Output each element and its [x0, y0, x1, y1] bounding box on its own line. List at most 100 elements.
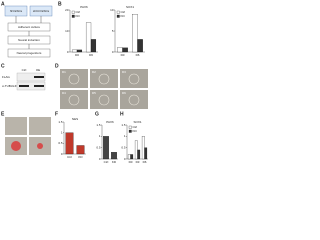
- legend-label: Ctrl: [76, 10, 81, 14]
- y-tick-label: 10: [65, 29, 69, 33]
- bar: [90, 39, 97, 53]
- y-tick-label: 5: [112, 29, 114, 33]
- panel-label: D: [55, 63, 59, 69]
- cell: [68, 73, 80, 85]
- bar: [144, 147, 148, 160]
- y-tick-label: 0.5: [58, 141, 63, 145]
- panel-label: B: [58, 1, 62, 7]
- x-tick-label: D0: [121, 53, 125, 57]
- bar: [127, 154, 131, 160]
- image: [120, 90, 148, 109]
- x-tick-label: D6: [89, 53, 93, 57]
- x-tick-label: Ctrl: [67, 155, 72, 159]
- y-tick-label: 0: [124, 157, 126, 161]
- legend-swatch: [128, 125, 132, 129]
- panel-label: F: [55, 111, 58, 117]
- legend-label: Ctrl: [133, 125, 138, 129]
- chart-title: PAX6: [106, 120, 114, 124]
- box-text: shCtrl ESCs: [33, 9, 50, 13]
- legend-swatch: [71, 14, 75, 18]
- legend-swatch: [128, 129, 132, 133]
- stain: [37, 143, 43, 149]
- bar: [134, 140, 138, 160]
- chart-title: PAX6: [80, 5, 88, 9]
- x-tick-label: Ctrl: [104, 160, 109, 164]
- panel-label: H: [120, 111, 124, 117]
- y-tick-label: 1.5: [96, 123, 101, 127]
- box-text: Neural progenitors: [17, 51, 42, 55]
- bar: [103, 136, 109, 160]
- bar: [71, 49, 78, 53]
- cell: [98, 73, 110, 85]
- y-tick-label: 0: [67, 50, 69, 54]
- y-tick-label: 0: [99, 157, 101, 161]
- image-label: D6: [122, 91, 126, 95]
- image-label: D4: [62, 91, 66, 95]
- blot: [16, 81, 46, 91]
- cell: [68, 94, 80, 106]
- image-label: D3: [122, 70, 126, 74]
- bar: [76, 145, 85, 155]
- band: [34, 76, 44, 78]
- lane-label: Ctrl: [22, 68, 27, 72]
- arrow: [15, 16, 42, 49]
- band: [19, 85, 29, 87]
- cell: [98, 94, 110, 106]
- y-tick-label: 0.5: [96, 145, 101, 149]
- panel-label: C: [1, 63, 5, 69]
- band: [34, 85, 44, 87]
- panel-label: E: [1, 111, 5, 117]
- chart-title: NES: [72, 117, 78, 121]
- chart-title: SOX1: [133, 120, 141, 124]
- image: [5, 117, 27, 135]
- x-tick-label: KD: [78, 155, 83, 159]
- y-tick-label: 1: [61, 130, 63, 134]
- x-tick-label: KD: [112, 160, 117, 164]
- legend-label: KD: [121, 14, 126, 18]
- y-tick-label: 1: [124, 134, 126, 138]
- box-text: hN ESCs: [10, 9, 23, 13]
- bar: [111, 152, 117, 160]
- image-label: D1: [62, 70, 66, 74]
- image-label: D5: [92, 91, 96, 95]
- legend-swatch: [71, 10, 75, 14]
- bar: [137, 149, 141, 160]
- image: [90, 90, 118, 109]
- blot: [16, 72, 46, 82]
- legend-swatch: [116, 14, 120, 18]
- image: [120, 69, 148, 88]
- bar: [122, 47, 128, 53]
- legend-swatch: [116, 10, 120, 14]
- bar: [85, 22, 92, 53]
- y-tick-label: 1: [99, 134, 101, 138]
- image-label: D2: [92, 70, 96, 74]
- bar: [65, 132, 74, 155]
- cell: [128, 94, 140, 106]
- x-tick-label: D3: [136, 160, 140, 164]
- box-text: Neural induction: [18, 38, 40, 42]
- y-tick-label: 0: [112, 50, 114, 54]
- image: [60, 69, 88, 88]
- stain: [11, 141, 21, 151]
- bar: [117, 47, 123, 53]
- lane-label: OE: [36, 68, 40, 72]
- x-tick-label: D0: [75, 53, 79, 57]
- y-tick-label: 1.5: [121, 123, 126, 127]
- bar: [137, 39, 143, 53]
- row-label: FLAG: [2, 75, 11, 79]
- image: [90, 69, 118, 88]
- panel-label: A: [1, 1, 5, 7]
- image: [29, 117, 51, 135]
- legend-label: KD: [133, 129, 138, 133]
- bar: [130, 154, 134, 160]
- bar: [132, 14, 138, 53]
- x-tick-label: D0: [129, 160, 133, 164]
- cell: [128, 73, 140, 85]
- y-tick-label: 10: [110, 8, 114, 12]
- bar: [76, 49, 83, 53]
- y-tick-label: 0.5: [121, 145, 126, 149]
- figure: A B C D E F G H hN ESCs shCtrl ESCs Adhe…: [1, 1, 148, 164]
- x-tick-label: D6: [143, 160, 147, 164]
- bar: [141, 136, 145, 160]
- y-tick-label: 20: [65, 8, 69, 12]
